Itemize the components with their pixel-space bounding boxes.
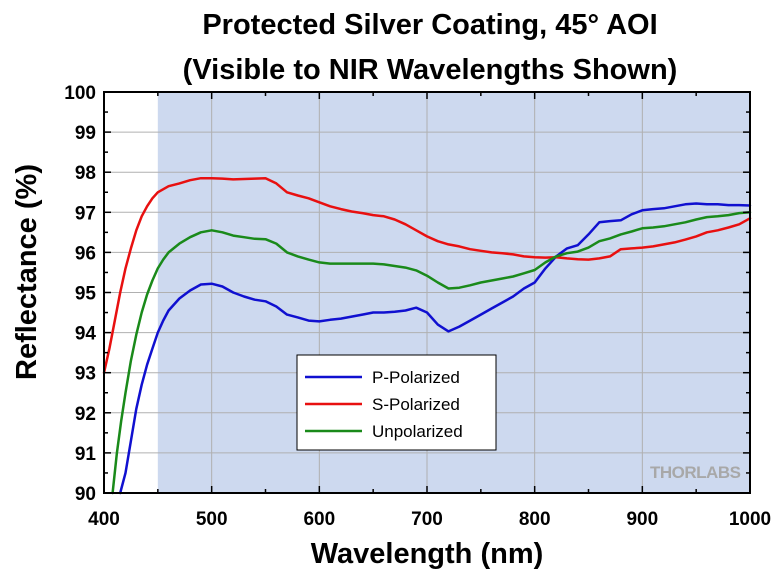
x-tick-label: 700 (411, 509, 443, 530)
x-tick-labels: 400 500 600 700 800 900 1000 (88, 509, 771, 530)
axis-ticks (103, 91, 751, 494)
y-tick-label: 95 (75, 284, 97, 305)
y-axis-title: Reflectance (%) (11, 164, 43, 380)
y-tick-label: 99 (75, 123, 96, 144)
series-line-unpolarized (111, 211, 752, 495)
thorlabs-watermark: THORLABS (650, 463, 741, 482)
y-tick-label: 97 (75, 203, 96, 224)
y-tick-label: 91 (75, 444, 97, 465)
legend-label-p-polarized: P-Polarized (372, 368, 460, 387)
legend: P-Polarized S-Polarized Unpolarized (296, 354, 497, 451)
chart-title-line-2: (Visible to NIR Wavelengths Shown) (183, 54, 678, 86)
y-tick-label: 100 (64, 83, 96, 104)
y-tick-label: 93 (75, 364, 96, 385)
chart-title: Protected Silver Coating, 45° AOI (Visib… (183, 9, 678, 86)
series-lines (102, 176, 752, 495)
x-tick-label: 400 (88, 509, 120, 530)
legend-label-unpolarized: Unpolarized (372, 422, 463, 441)
legend-label-s-polarized: S-Polarized (372, 395, 460, 414)
x-tick-label: 1000 (729, 509, 771, 530)
series-line-s-polarized (102, 176, 752, 374)
chart-title-line-1: Protected Silver Coating, 45° AOI (202, 9, 657, 41)
y-tick-labels: 90 91 92 93 94 95 96 97 98 99 100 (64, 83, 96, 505)
x-tick-label: 500 (196, 509, 228, 530)
x-tick-label: 600 (303, 509, 335, 530)
y-tick-label: 92 (75, 404, 96, 425)
y-tick-label: 94 (75, 324, 97, 345)
y-tick-label: 96 (75, 243, 96, 264)
x-tick-label: 800 (519, 509, 551, 530)
legend-box (296, 354, 497, 451)
x-tick-label: 900 (626, 509, 658, 530)
series-line-p-polarized (118, 202, 752, 495)
x-axis-title: Wavelength (nm) (311, 538, 544, 570)
y-tick-label: 98 (75, 163, 96, 184)
y-tick-label: 90 (75, 484, 96, 505)
